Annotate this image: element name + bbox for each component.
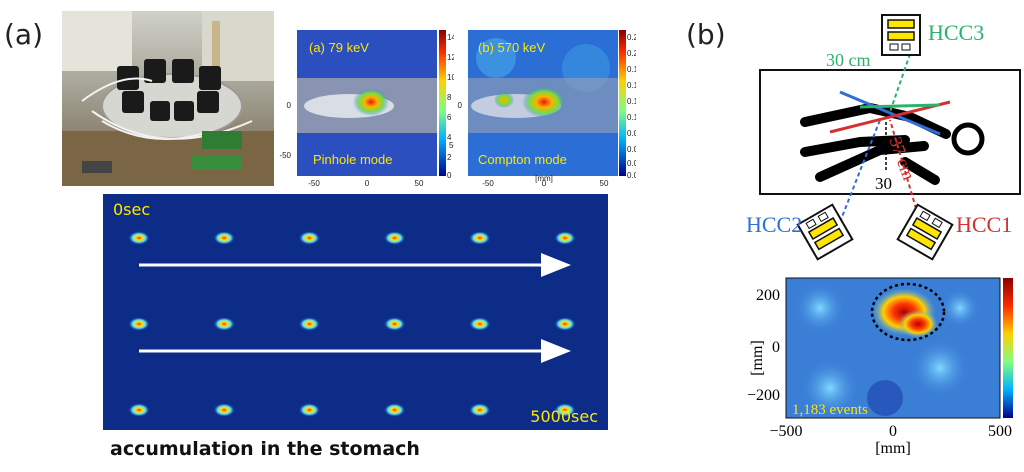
pinhole-ytick-minus50: -50 <box>279 151 291 160</box>
compton-cbar-2: 0.2 <box>627 49 636 58</box>
activity-frame-1-4 <box>468 317 491 331</box>
compton-title: (b) 570 keV <box>478 40 546 55</box>
pinhole-cbar-12: 12 <box>447 53 454 62</box>
hcc3-label: HCC3 <box>928 20 985 45</box>
compton-cbar-8: 0.0 <box>627 145 636 154</box>
activity-frame-2-1 <box>213 403 236 417</box>
compton-cbar-5: 0.1 <box>627 97 636 106</box>
hcc2-label: HCC2 <box>746 212 803 237</box>
pinhole-title: (a) 79 keV <box>309 40 369 55</box>
activity-frame-2-5 <box>554 403 576 417</box>
reconstruction-map-panel: 200 0 −200 −500 0 500 [mm] 1,183 events … <box>710 268 1024 467</box>
activity-frame-2-4 <box>468 403 491 417</box>
compton-xtick-2: 0 <box>542 179 547 188</box>
hcc1-label: HCC1 <box>956 212 1013 237</box>
pinhole-xtick-1: -50 <box>308 179 320 188</box>
map-xtick-500: 500 <box>988 423 1012 440</box>
pinhole-cbar-0: 0 <box>447 171 452 180</box>
compton-heatmap-panel: 0 -50 0 50 [mm] 0.2 0.2 0.1 0.1 0.1 0.1 … <box>456 18 639 190</box>
activity-frame-0-4 <box>468 231 491 245</box>
activity-frame-1-2 <box>298 317 321 331</box>
time-start-label: 0sec <box>113 200 151 219</box>
activity-frame-0-2 <box>298 231 321 245</box>
distance-30cm: 30 cm <box>826 50 871 70</box>
map-xlabel: [mm] <box>875 440 911 457</box>
detector-photo <box>62 11 274 186</box>
activity-frame-1-0 <box>128 317 150 331</box>
compton-xtick-1: -50 <box>482 179 494 188</box>
pinhole-xtick-3: 50 <box>415 179 424 188</box>
map-ytick-minus200: −200 <box>747 387 780 404</box>
compton-xtick-3: 50 <box>600 179 609 188</box>
map-ytick-0: 0 <box>772 339 780 356</box>
patient-head <box>951 122 985 156</box>
time-series-image: 0sec 5000sec <box>103 194 608 430</box>
compton-ytick-0: 0 <box>458 101 463 110</box>
pinhole-cbar-10: 10 <box>447 73 454 82</box>
activity-frame-0-3 <box>383 231 406 245</box>
pinhole-side-50: 50 <box>449 141 454 150</box>
pinhole-caption: Pinhole mode <box>313 152 393 167</box>
map-xtick-minus500: −500 <box>769 423 802 440</box>
compton-cbar-6: 0.1 <box>627 113 636 122</box>
time-end-label: 5000sec <box>530 407 598 426</box>
hcc2-detector <box>796 203 854 261</box>
compton-cbar-9: 0.0 <box>627 159 636 168</box>
activity-frame-1-1 <box>213 317 236 331</box>
compton-cbar-3: 0.1 <box>627 65 636 74</box>
panel-a-label: (a) <box>4 18 44 51</box>
panel-b-label: (b) <box>686 18 726 51</box>
compton-xunit: [mm] <box>535 174 553 183</box>
map-xtick-0: 0 <box>889 423 897 440</box>
distance-30: 30 <box>875 174 892 193</box>
activity-frame-2-3 <box>383 403 406 417</box>
pinhole-cbar-8: 8 <box>447 93 452 102</box>
activity-frame-2-0 <box>128 403 150 417</box>
pinhole-xtick-2: 0 <box>365 179 370 188</box>
map-ylabel: [mm] <box>749 340 766 376</box>
activity-frame-0-0 <box>128 231 150 245</box>
compton-cbar-4: 0.1 <box>627 81 636 90</box>
pinhole-cbar-4: 4 <box>447 133 452 142</box>
map-ytick-200: 200 <box>756 287 780 304</box>
activity-frame-0-5 <box>554 231 576 245</box>
pinhole-ytick-0: 0 <box>287 101 292 110</box>
compton-cbar-10: 0.0 <box>627 171 636 180</box>
setup-diagram: HCC3 HCC2 HCC1 30 cm 37 cm 30 <box>710 12 1024 264</box>
compton-caption: Compton mode <box>478 152 567 167</box>
stomach-region-circle <box>870 282 946 342</box>
compton-cbar-1: 0.2 <box>627 33 636 42</box>
pinhole-cbar-14: 14 <box>447 33 454 42</box>
pinhole-heatmap-panel: 0 -50 -50 0 50 14 12 10 8 6 4 2 0 50 (a)… <box>279 18 458 190</box>
event-count: 1,183 events <box>792 402 868 418</box>
timeline-caption: accumulation in the stomach <box>110 438 420 460</box>
activity-frame-1-5 <box>554 317 576 331</box>
bed-outline <box>759 69 1021 195</box>
activity-frame-1-3 <box>383 317 406 331</box>
pinhole-cbar-6: 6 <box>447 113 452 122</box>
hcc1-detector <box>896 203 954 261</box>
activity-frame-2-2 <box>298 403 321 417</box>
pinhole-cbar-2: 2 <box>447 153 452 162</box>
activity-frame-0-1 <box>213 231 236 245</box>
compton-cbar-7: 0.0 <box>627 129 636 138</box>
